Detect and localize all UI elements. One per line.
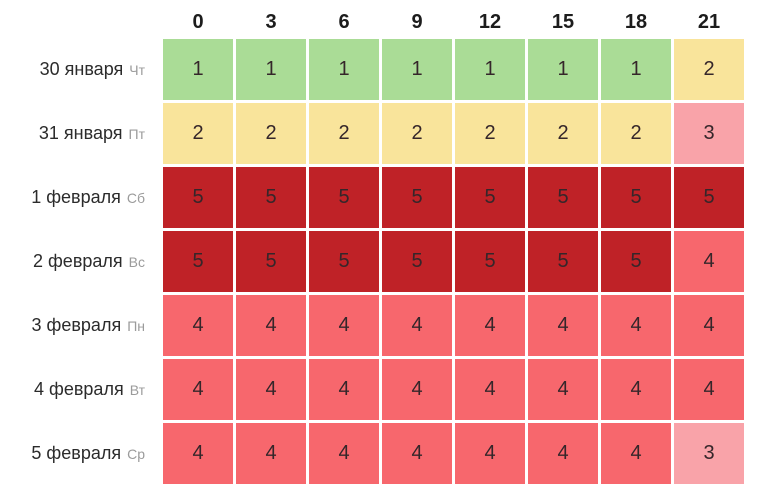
- hour-header: 3: [265, 11, 277, 33]
- kp-value-cell: 1: [455, 39, 525, 100]
- kp-value-cell: 4: [382, 295, 452, 356]
- kp-value-cell: 4: [455, 359, 525, 420]
- row-weekday: Вт: [129, 381, 145, 398]
- kp-value-cell: 2: [382, 103, 452, 164]
- kp-value-cell: 4: [601, 423, 671, 484]
- row-label: 1 февраля Сб: [0, 167, 160, 228]
- kp-value-cell: 4: [528, 423, 598, 484]
- kp-value-cell: 4: [236, 423, 306, 484]
- hour-header: 6: [338, 11, 350, 33]
- kp-value-cell: 1: [163, 39, 233, 100]
- kp-value-cell: 5: [236, 231, 306, 292]
- row-label: 2 февраля Вс: [0, 231, 160, 292]
- hour-header: 18: [624, 11, 648, 33]
- hour-header: 9: [411, 11, 423, 33]
- row-date: 4 февраля: [34, 379, 124, 399]
- kp-value-cell: 1: [236, 39, 306, 100]
- row-weekday: Чт: [129, 61, 145, 78]
- row-weekday: Сб: [126, 189, 145, 206]
- kp-value-cell: 2: [528, 103, 598, 164]
- kp-value-cell: 5: [382, 167, 452, 228]
- kp-value-cell: 4: [674, 295, 744, 356]
- row-date: 5 февраля: [31, 443, 122, 463]
- kp-value-cell: 4: [601, 359, 671, 420]
- hour-header: 15: [551, 11, 575, 33]
- kp-value-cell: 4: [163, 359, 233, 420]
- kp-value-cell: 5: [382, 231, 452, 292]
- row-weekday: Вс: [128, 253, 145, 270]
- corner-spacer: [0, 4, 160, 36]
- row-date: 2 февраля: [32, 251, 123, 271]
- kp-value-cell: 5: [674, 167, 744, 228]
- row-weekday: Ср: [127, 445, 145, 462]
- kp-value-cell: 1: [309, 39, 379, 100]
- kp-value-cell: 2: [674, 39, 744, 100]
- row-date: 30 января: [39, 59, 124, 79]
- kp-value-cell: 5: [601, 167, 671, 228]
- kp-value-cell: 5: [236, 167, 306, 228]
- kp-value-cell: 4: [163, 423, 233, 484]
- row-date: 3 февраля: [31, 315, 122, 335]
- kp-value-cell: 5: [163, 231, 233, 292]
- kp-value-cell: 4: [455, 295, 525, 356]
- kp-value-cell: 5: [528, 231, 598, 292]
- kp-value-cell: 1: [528, 39, 598, 100]
- kp-value-cell: 4: [309, 359, 379, 420]
- kp-value-cell: 5: [309, 231, 379, 292]
- kp-value-cell: 4: [674, 231, 744, 292]
- kp-value-cell: 2: [163, 103, 233, 164]
- kp-value-cell: 1: [382, 39, 452, 100]
- kp-value-cell: 4: [455, 423, 525, 484]
- row-label: 4 февраля Вт: [0, 359, 160, 420]
- kp-value-cell: 4: [601, 295, 671, 356]
- kp-value-cell: 5: [455, 231, 525, 292]
- kp-value-cell: 4: [382, 423, 452, 484]
- kp-value-cell: 4: [163, 295, 233, 356]
- kp-value-cell: 5: [309, 167, 379, 228]
- kp-value-cell: 4: [236, 295, 306, 356]
- kp-value-cell: 2: [236, 103, 306, 164]
- kp-value-cell: 4: [309, 423, 379, 484]
- kp-value-cell: 2: [601, 103, 671, 164]
- row-date: 31 января: [38, 123, 123, 143]
- kp-value-cell: 1: [601, 39, 671, 100]
- row-weekday: Пт: [128, 125, 145, 142]
- kp-value-cell: 3: [674, 423, 744, 484]
- hour-header: 12: [478, 11, 502, 33]
- kp-value-cell: 4: [382, 359, 452, 420]
- heatmap-grid: 0 3 6 9 12 15 18 21 30 января Чт 1 1 1 1 1 1 1 2 31 января…: [0, 4, 760, 484]
- kp-value-cell: 4: [674, 359, 744, 420]
- kp-value-cell: 2: [455, 103, 525, 164]
- kp-value-cell: 5: [601, 231, 671, 292]
- hour-header: 21: [697, 11, 721, 33]
- kp-value-cell: 2: [309, 103, 379, 164]
- kp-value-cell: 3: [674, 103, 744, 164]
- kp-value-cell: 5: [528, 167, 598, 228]
- row-label: 3 февраля Пн: [0, 295, 160, 356]
- row-weekday: Пн: [127, 317, 145, 334]
- row-date: 1 февраля: [31, 187, 121, 207]
- kp-value-cell: 4: [528, 359, 598, 420]
- kp-value-cell: 4: [528, 295, 598, 356]
- kp-value-cell: 5: [163, 167, 233, 228]
- row-label: 30 января Чт: [0, 39, 160, 100]
- kp-value-cell: 4: [309, 295, 379, 356]
- kp-value-cell: 5: [455, 167, 525, 228]
- row-label: 31 января Пт: [0, 103, 160, 164]
- hour-header: 0: [192, 11, 204, 33]
- kp-value-cell: 4: [236, 359, 306, 420]
- row-label: 5 февраля Ср: [0, 423, 160, 484]
